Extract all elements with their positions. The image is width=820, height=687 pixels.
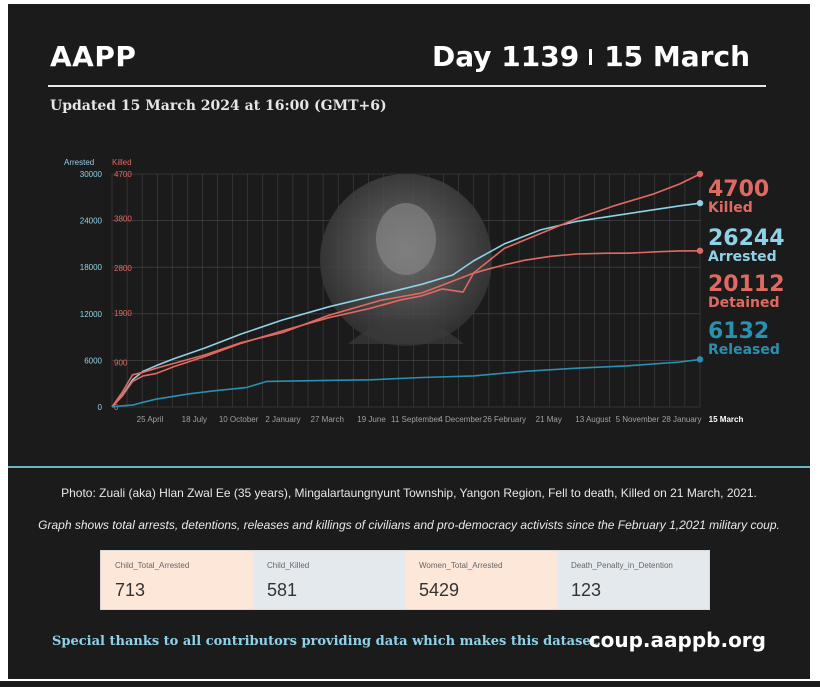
portrait-photo bbox=[320, 174, 492, 346]
thanks-note: Special thanks to all contributors provi… bbox=[52, 634, 602, 649]
section-divider bbox=[8, 466, 810, 468]
stat-label: Child_Total_Arrested bbox=[115, 561, 190, 570]
x-tick-label: 26 February bbox=[483, 415, 526, 424]
photo-caption: Photo: Zuali (aka) Hlan Zwal Ee (35 year… bbox=[61, 486, 757, 500]
left-tick-label: 18000 bbox=[80, 263, 103, 272]
right-tick-label: 1900 bbox=[114, 309, 132, 318]
series-end-point-detained bbox=[696, 247, 704, 254]
left-axis-ticks: 0 6000 12000 18000 24000 30000 bbox=[80, 170, 103, 412]
end-label-name: Killed bbox=[708, 200, 753, 216]
day-counter: Day 1139 15 March bbox=[432, 40, 750, 73]
stat-women-total-arrested: Women_Total_Arrested 5429 bbox=[405, 551, 557, 609]
x-tick-label: 4 December bbox=[438, 415, 482, 424]
series-end-point-arrested bbox=[696, 199, 704, 207]
x-tick-label: 5 November bbox=[616, 415, 660, 424]
stat-value: 5429 bbox=[419, 580, 460, 600]
right-tick-label: 4700 bbox=[114, 170, 132, 179]
series-line-arrested bbox=[111, 202, 701, 408]
grid-lines bbox=[111, 173, 701, 408]
x-tick-label: 15 March bbox=[709, 415, 744, 424]
graph-caption: Graph shows total arrests, detentions, r… bbox=[38, 518, 780, 532]
stat-child-total-arrested: Child_Total_Arrested 713 bbox=[101, 551, 253, 609]
day-label: Day 1139 bbox=[431, 40, 580, 73]
right-tick-label: 0 bbox=[114, 403, 119, 412]
series-line-released bbox=[111, 358, 701, 408]
cumulative-line-chart: Arrested Killed 0 6000 12000 18000 24000 3000… bbox=[64, 158, 785, 424]
x-tick-label: 13 August bbox=[575, 415, 611, 424]
stat-value: 123 bbox=[571, 580, 602, 600]
end-label-name: Detained bbox=[708, 295, 780, 311]
x-tick-label: 10 October bbox=[219, 415, 259, 424]
x-tick-label: 21 May bbox=[536, 415, 562, 424]
brand-title: AAPP bbox=[50, 40, 137, 73]
x-tick-label: 11 September bbox=[391, 415, 441, 424]
x-tick-label: 27 March bbox=[311, 415, 344, 424]
stat-value: 581 bbox=[267, 580, 298, 600]
left-tick-label: 30000 bbox=[80, 170, 103, 179]
end-label-value: 6132 bbox=[708, 319, 769, 344]
end-label-value: 4700 bbox=[708, 177, 769, 202]
series-line-killed bbox=[111, 173, 701, 408]
x-tick-label: 28 January bbox=[662, 415, 702, 424]
series-end-point-killed bbox=[696, 170, 704, 178]
x-tick-label: 25 April bbox=[137, 415, 164, 424]
end-label-name: Arrested bbox=[708, 249, 777, 265]
header-divider bbox=[48, 85, 766, 87]
left-axis-label: Arrested bbox=[64, 158, 94, 167]
right-axis-ticks: 0 900 1900 2800 3800 4700 bbox=[114, 170, 132, 412]
right-tick-label: 900 bbox=[114, 358, 128, 367]
left-tick-label: 6000 bbox=[84, 356, 102, 365]
stat-value: 713 bbox=[115, 580, 146, 600]
separator bbox=[589, 48, 593, 65]
right-tick-label: 2800 bbox=[114, 264, 132, 273]
end-label-value: 20112 bbox=[708, 272, 785, 297]
site-link[interactable]: coup.aappb.org bbox=[588, 628, 766, 652]
series-end-point-released bbox=[696, 356, 704, 363]
left-tick-label: 24000 bbox=[80, 217, 103, 226]
stat-child-killed: Child_Killed 581 bbox=[253, 551, 405, 609]
stat-death-penalty-in-detention: Death_Penalty_in_Detention 123 bbox=[557, 551, 709, 609]
x-tick-label: 19 June bbox=[357, 415, 386, 424]
x-axis-ticks: 25 April 18 July 10 October 2 January 27 Mar… bbox=[137, 415, 744, 424]
end-label-name: Released bbox=[708, 342, 780, 358]
series-lines bbox=[111, 170, 704, 408]
date-label: 15 March bbox=[604, 40, 750, 73]
right-axis-label: Killed bbox=[112, 158, 132, 167]
x-tick-label: 2 January bbox=[265, 415, 300, 424]
stat-label: Death_Penalty_in_Detention bbox=[571, 561, 673, 570]
left-tick-label: 0 bbox=[98, 403, 103, 412]
right-tick-label: 3800 bbox=[114, 215, 132, 224]
updated-timestamp: Updated 15 March 2024 at 16:00 (GMT+6) bbox=[50, 98, 387, 114]
infographic-card: AAPP Day 1139 15 March Updated 15 March 2… bbox=[8, 4, 810, 679]
bottom-strip bbox=[0, 681, 820, 687]
left-tick-label: 12000 bbox=[80, 310, 103, 319]
stats-bar: Child_Total_Arrested 713 Child_Killed 58… bbox=[100, 550, 710, 610]
end-label-value: 26244 bbox=[708, 226, 785, 251]
stat-label: Child_Killed bbox=[267, 561, 310, 570]
stat-label: Women_Total_Arrested bbox=[419, 561, 503, 570]
series-line-detained bbox=[111, 250, 701, 408]
x-tick-label: 18 July bbox=[182, 415, 207, 424]
